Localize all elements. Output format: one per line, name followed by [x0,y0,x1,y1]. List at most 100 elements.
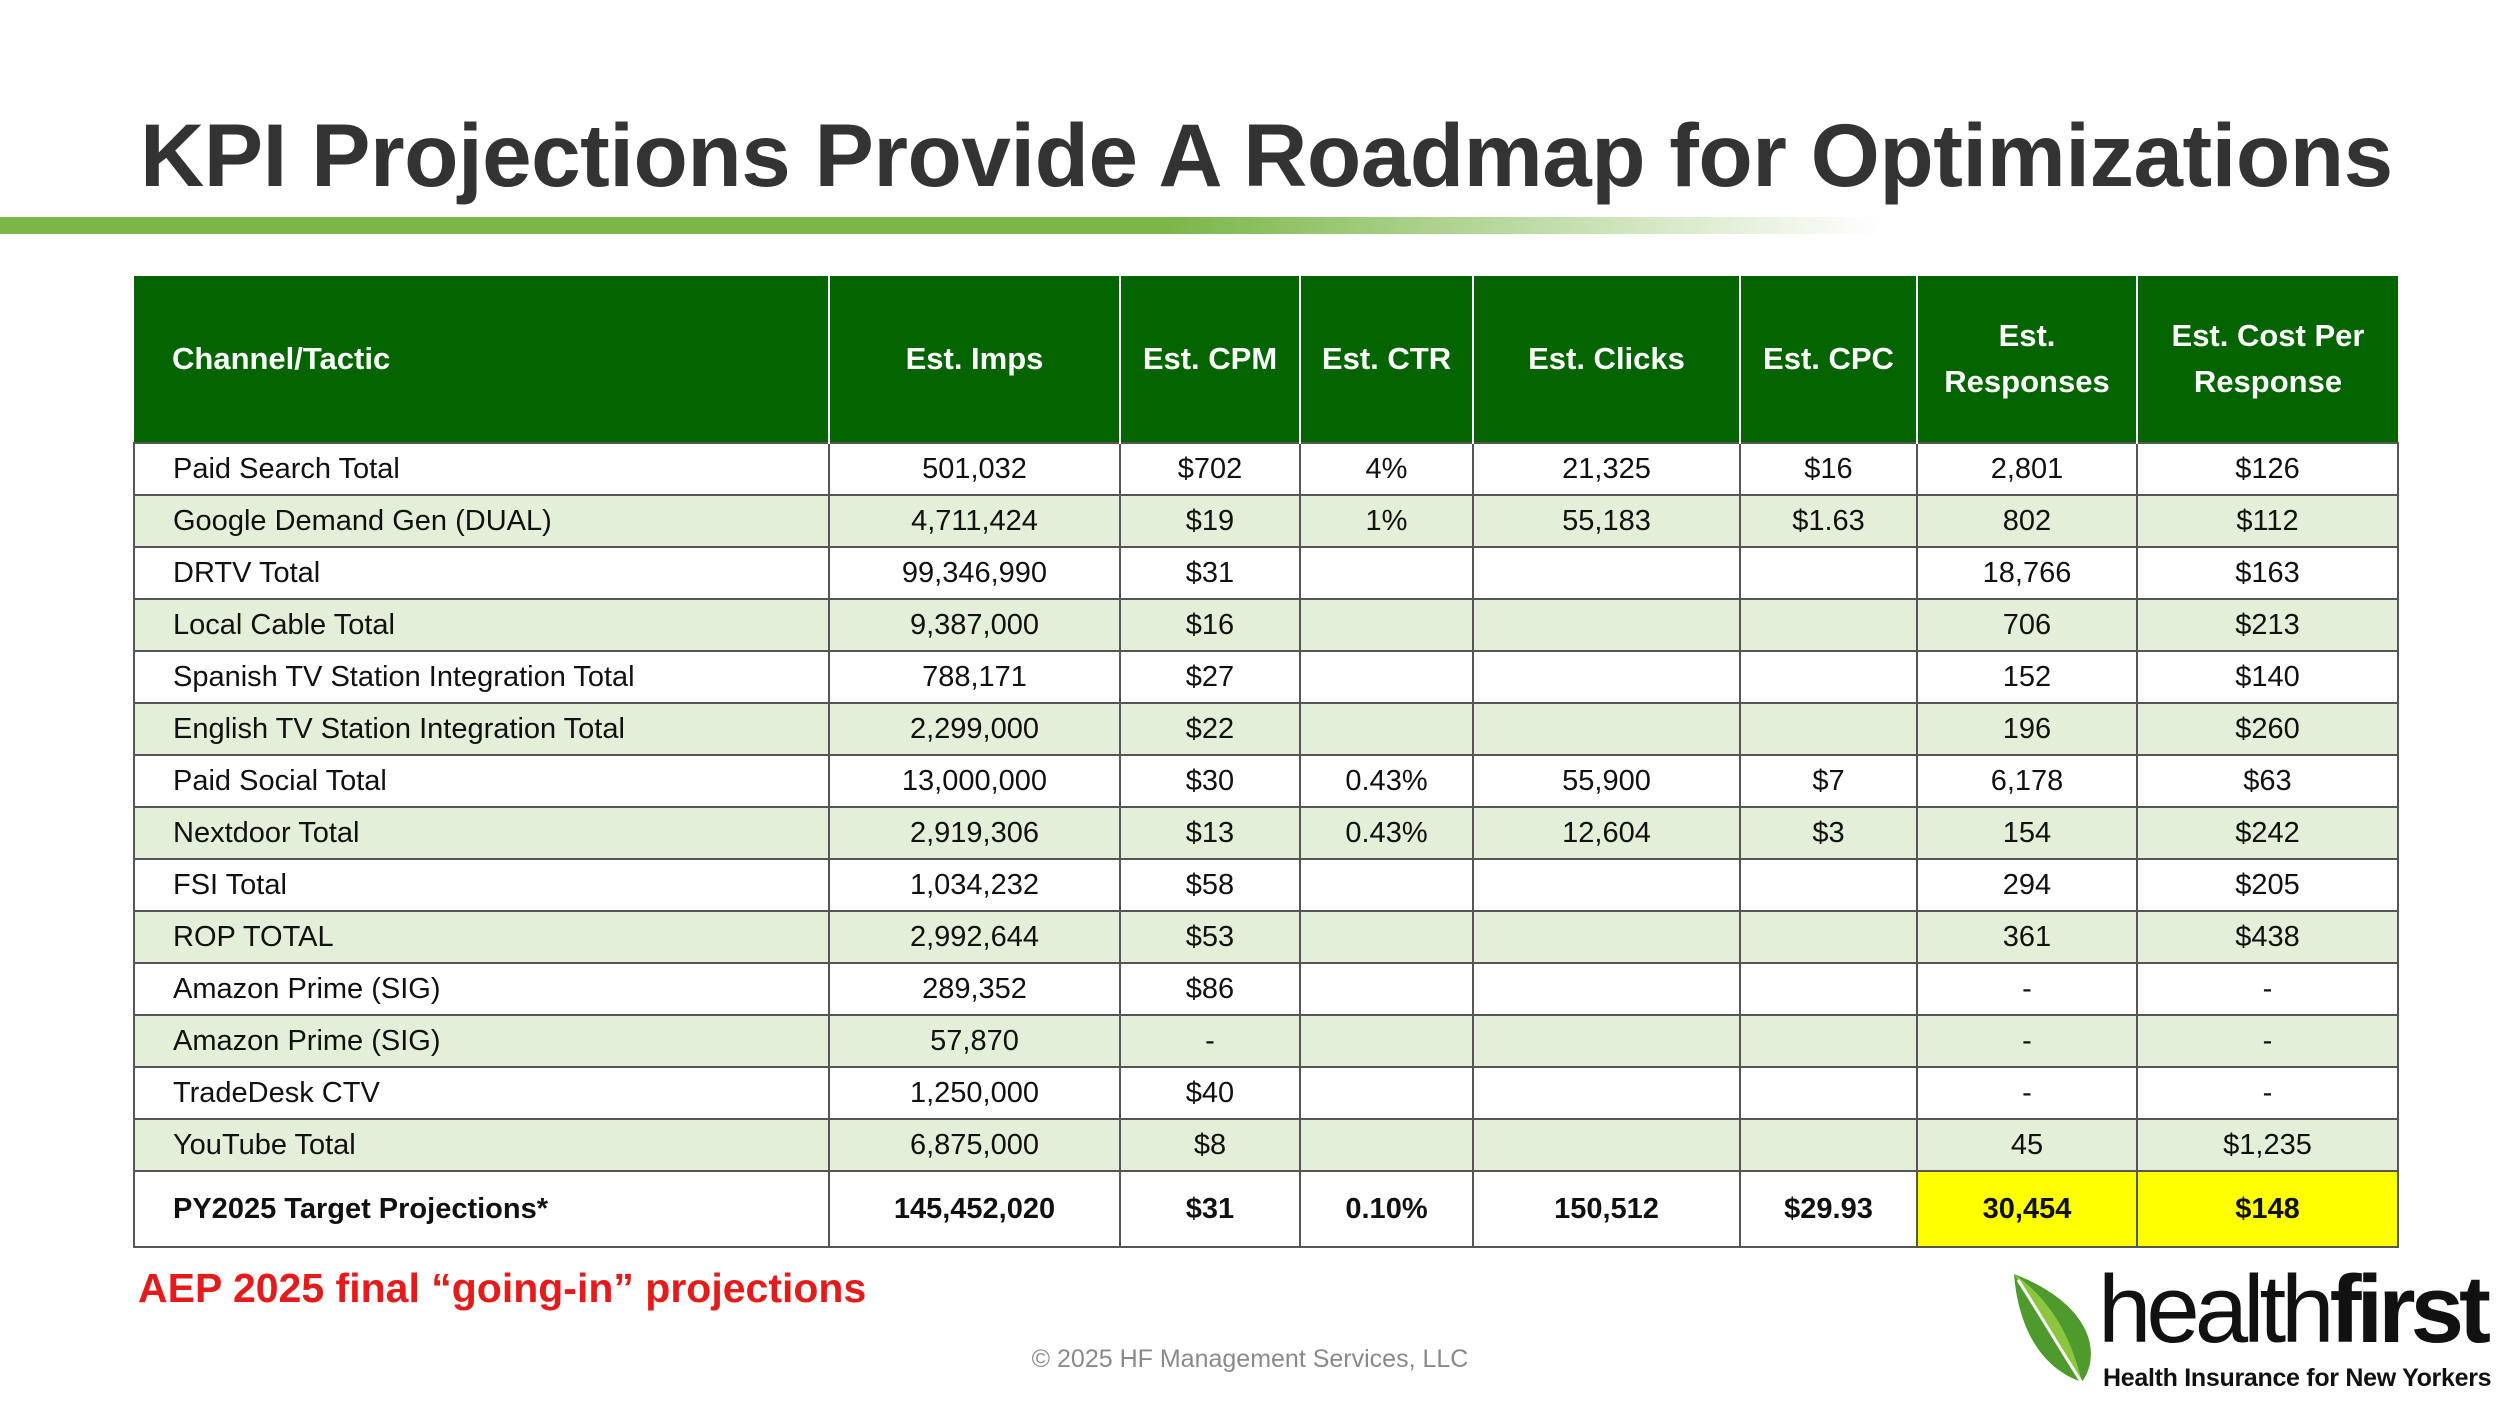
cell-clicks [1472,650,1741,704]
cell-ctr [1299,1066,1474,1120]
table-row: ROP TOTAL 2,992,644 $53 361 $438 [133,910,2399,964]
cell-channel: Amazon Prime (SIG) [133,1014,830,1068]
cell-cost-per-response: $1,235 [2136,1118,2399,1172]
cell-cost-per-response: $126 [2136,442,2399,496]
copyright: © 2025 HF Management Services, LLC [1031,1345,1469,1373]
cell-imps: 788,171 [828,650,1121,704]
cell-channel: TradeDesk CTV [133,1066,830,1120]
cell-imps: 9,387,000 [828,598,1121,652]
cell-ctr: 4% [1299,442,1474,496]
total-ctr: 0.10% [1299,1170,1474,1248]
cell-cpc [1739,910,1918,964]
header-cpc: Est. CPC [1739,276,1918,443]
cell-cpm: $40 [1119,1066,1301,1120]
cell-clicks [1472,1066,1741,1120]
cell-responses: 6,178 [1916,754,2138,808]
cell-cpc: $1.63 [1739,494,1918,548]
cell-channel: Spanish TV Station Integration Total [133,650,830,704]
cell-cpm: $31 [1119,546,1301,600]
cell-imps: 99,346,990 [828,546,1121,600]
header-cpm: Est. CPM [1119,276,1301,443]
cell-clicks [1472,910,1741,964]
header-clicks: Est. Clicks [1472,276,1741,443]
cell-imps: 1,034,232 [828,858,1121,912]
total-cpm: $31 [1119,1170,1301,1248]
cell-imps: 13,000,000 [828,754,1121,808]
header-channel: Channel/Tactic [134,276,830,443]
table-row: YouTube Total 6,875,000 $8 45 $1,235 [133,1118,2399,1172]
slide-title: KPI Projections Provide A Roadmap for Op… [140,105,2393,205]
healthfirst-logo: healthfirst ® Health Insurance for New Y… [2010,1262,2492,1393]
cell-cpm: $702 [1119,442,1301,496]
kpi-table: Channel/Tactic Est. Imps Est. CPM Est. C… [133,276,2399,1248]
cell-cost-per-response: $213 [2136,598,2399,652]
cell-cost-per-response: $112 [2136,494,2399,548]
cell-cpc [1739,702,1918,756]
cell-cpm: $27 [1119,650,1301,704]
cell-cpm: $22 [1119,702,1301,756]
cell-responses: 154 [1916,806,2138,860]
logo-tagline: Health Insurance for New Yorkers [2103,1364,2492,1392]
cell-channel: English TV Station Integration Total [133,702,830,756]
table-row: FSI Total 1,034,232 $58 294 $205 [133,858,2399,912]
cell-cpc: $7 [1739,754,1918,808]
cell-responses: 361 [1916,910,2138,964]
cell-clicks: 55,900 [1472,754,1741,808]
cell-channel: FSI Total [133,858,830,912]
cell-ctr [1299,598,1474,652]
total-responses: 30,454 [1916,1170,2138,1248]
cell-cpm: $8 [1119,1118,1301,1172]
cell-ctr [1299,650,1474,704]
cell-cost-per-response: - [2136,1014,2399,1068]
cell-ctr [1299,1118,1474,1172]
cell-imps: 501,032 [828,442,1121,496]
total-cost-per-response: $148 [2136,1170,2399,1248]
cell-imps: 57,870 [828,1014,1121,1068]
cell-imps: 2,919,306 [828,806,1121,860]
table-row: Paid Social Total 13,000,000 $30 0.43% 55,90… [133,754,2399,808]
cell-ctr [1299,1014,1474,1068]
cell-responses: 2,801 [1916,442,2138,496]
cell-cpc [1739,962,1918,1016]
cell-cpm: $13 [1119,806,1301,860]
registered-mark: ® [2464,1288,2475,1304]
cell-cpc: $16 [1739,442,1918,496]
cell-cpm: $30 [1119,754,1301,808]
cell-channel: Local Cable Total [133,598,830,652]
cell-channel: DRTV Total [133,546,830,600]
total-cpc: $29.93 [1739,1170,1918,1248]
cell-cost-per-response: $205 [2136,858,2399,912]
header-ctr: Est. CTR [1299,276,1474,443]
cell-imps: 6,875,000 [828,1118,1121,1172]
cell-channel: Amazon Prime (SIG) [133,962,830,1016]
cell-ctr: 0.43% [1299,754,1474,808]
cell-cpm: $86 [1119,962,1301,1016]
cell-imps: 1,250,000 [828,1066,1121,1120]
cell-cpc [1739,1118,1918,1172]
table-row: Nextdoor Total 2,919,306 $13 0.43% 12,604 $3 1… [133,806,2399,860]
table-row: Spanish TV Station Integration Total 788,… [133,650,2399,704]
cell-imps: 2,992,644 [828,910,1121,964]
title-underline-bar [0,217,1880,234]
table-row: Local Cable Total 9,387,000 $16 706 $213 [133,598,2399,652]
cell-responses: - [1916,962,2138,1016]
cell-imps: 2,299,000 [828,702,1121,756]
cell-clicks [1472,546,1741,600]
cell-responses: 294 [1916,858,2138,912]
projections-note: AEP 2025 final “going-in” projections [138,1265,867,1311]
cell-imps: 4,711,424 [828,494,1121,548]
cell-responses: 18,766 [1916,546,2138,600]
cell-cost-per-response: - [2136,962,2399,1016]
cell-responses: - [1916,1014,2138,1068]
cell-channel: YouTube Total [133,1118,830,1172]
cell-cpc [1739,598,1918,652]
cell-cost-per-response: $242 [2136,806,2399,860]
table-row: English TV Station Integration Total 2,29… [133,702,2399,756]
cell-clicks: 21,325 [1472,442,1741,496]
cell-channel: Paid Social Total [133,754,830,808]
leaf-icon [2014,1274,2091,1387]
cell-cpc [1739,1014,1918,1068]
cell-ctr [1299,910,1474,964]
cell-channel: Paid Search Total [133,442,830,496]
cell-channel: ROP TOTAL [133,910,830,964]
